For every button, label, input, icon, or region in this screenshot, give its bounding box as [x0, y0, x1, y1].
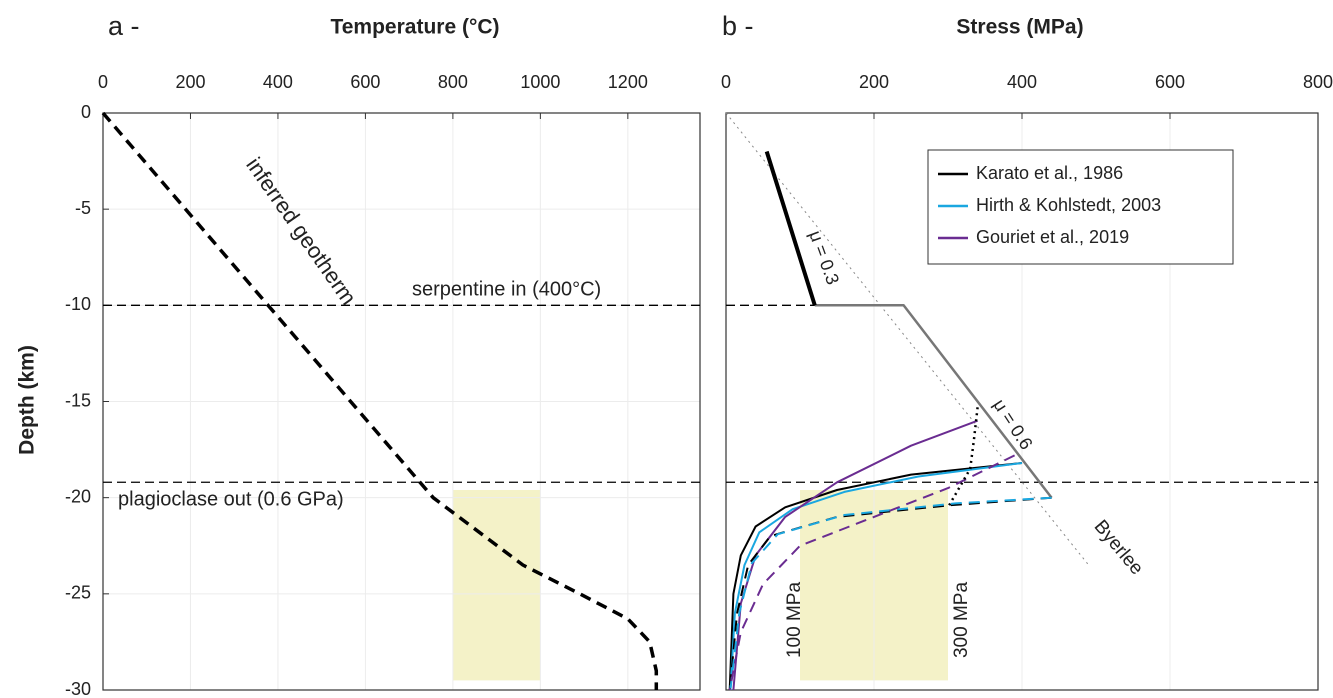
plot-frame [102, 112, 701, 691]
legend-label: Hirth & Kohlstedt, 2003 [976, 195, 1161, 215]
x-tick-label: 1000 [520, 72, 560, 92]
x-tick-label: 600 [350, 72, 380, 92]
axis-title: Temperature (°C) [330, 16, 499, 39]
x-tick-label: 600 [1155, 72, 1185, 92]
data-line [946, 407, 979, 508]
y-tick-label: -15 [65, 390, 91, 410]
reference-label: serpentine in (400°C) [412, 278, 601, 300]
data-line [729, 462, 1023, 691]
annotation: Byerlee [1090, 516, 1147, 579]
y-tick-label: -10 [65, 294, 91, 314]
plot-frame [725, 112, 1319, 691]
legend-label: Karato et al., 1986 [976, 163, 1123, 183]
y-tick-label: -20 [65, 486, 91, 506]
y-tick-label: 0 [81, 102, 91, 122]
legend-label: Gouriet et al., 2019 [976, 227, 1129, 247]
x-tick-label: 200 [175, 72, 205, 92]
annotation: 300 MPa [951, 582, 972, 658]
data-line [764, 150, 817, 306]
y-tick-label: -5 [75, 198, 91, 218]
reference-label: plagioclase out (0.6 GPa) [118, 488, 344, 510]
x-tick-label: 1200 [608, 72, 648, 92]
data-line [725, 112, 1089, 566]
axis-title: Stress (MPa) [956, 16, 1083, 39]
x-tick-label: 0 [98, 72, 108, 92]
x-tick-label: 800 [1303, 72, 1333, 92]
data-line [732, 419, 978, 691]
x-tick-label: 400 [263, 72, 293, 92]
x-tick-label: 400 [1007, 72, 1037, 92]
panel-label: a - [108, 11, 140, 41]
annotation: 100 MPa [784, 582, 805, 658]
annotation: inferred geotherm [241, 153, 361, 310]
y-axis-label: Depth (km) [16, 345, 39, 455]
data-line [101, 111, 659, 690]
data-line [728, 496, 1052, 691]
data-line [728, 462, 1023, 691]
data-line [814, 304, 1053, 499]
x-tick-label: 0 [721, 72, 731, 92]
x-tick-label: 800 [438, 72, 468, 92]
shaded-region [452, 489, 541, 681]
y-tick-label: -25 [65, 583, 91, 603]
y-tick-label: -30 [65, 679, 91, 698]
data-line [728, 454, 1016, 691]
x-tick-label: 200 [859, 72, 889, 92]
data-line [729, 496, 1052, 691]
panel-label: b - [722, 11, 754, 41]
annotation: μ = 0.3 [805, 228, 843, 287]
legend-box [927, 149, 1234, 265]
